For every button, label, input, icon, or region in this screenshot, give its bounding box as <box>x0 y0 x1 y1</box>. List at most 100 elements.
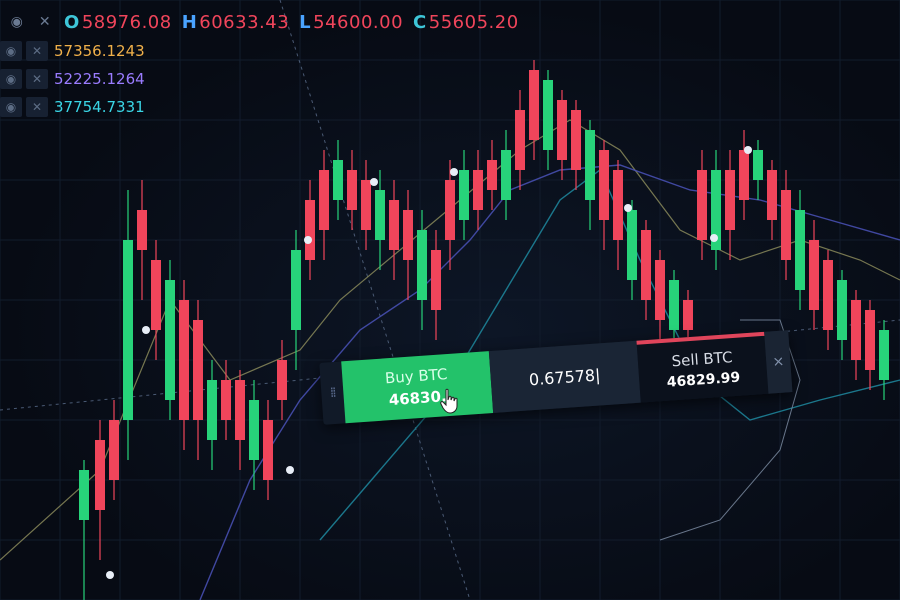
candle-body <box>837 280 847 340</box>
candle-body <box>445 180 455 240</box>
moving-average-line-4 <box>659 319 801 541</box>
indicator-value: 52225.1264 <box>54 70 145 88</box>
candle-body <box>109 420 119 480</box>
indicator-row-2: ◉ ✕ 52225.1264 <box>0 68 145 90</box>
candle-body <box>753 150 763 180</box>
candle-body <box>529 70 539 140</box>
candle-body <box>193 320 203 420</box>
indicator-value: 57356.1243 <box>54 42 145 60</box>
signal-marker <box>142 326 150 334</box>
candle-body <box>375 190 385 240</box>
candle-body <box>515 110 525 170</box>
indicator-value: 37754.7331 <box>54 98 145 116</box>
candle-body <box>767 170 777 220</box>
candle-body <box>403 210 413 260</box>
buy-label: Buy BTC <box>384 365 448 388</box>
candle-body <box>347 170 357 210</box>
candle-body <box>879 330 889 380</box>
sell-button[interactable]: Sell BTC 46829.99 <box>636 331 769 403</box>
candle-body <box>151 260 161 330</box>
candle-body <box>613 170 623 240</box>
candle-body <box>683 300 693 330</box>
signal-marker <box>304 236 312 244</box>
low-value: 54600.00 <box>313 11 404 33</box>
candle-body <box>599 150 609 220</box>
candle-body <box>781 190 791 260</box>
signal-marker <box>370 178 378 186</box>
candle-body <box>823 260 833 330</box>
candle-body <box>221 380 231 420</box>
close-icon[interactable]: ✕ <box>26 69 48 89</box>
candle-body <box>361 180 371 230</box>
close-panel-icon[interactable]: × <box>764 330 793 394</box>
sell-price: 46829.99 <box>666 369 741 391</box>
candle-body <box>543 80 553 150</box>
candle-body <box>95 440 105 510</box>
open-label: O <box>64 11 80 33</box>
close-label: C <box>413 11 427 33</box>
signal-marker <box>624 204 632 212</box>
eye-icon[interactable]: ◉ <box>10 14 24 30</box>
candle-body <box>725 170 735 230</box>
candle-body <box>795 210 805 290</box>
candle-body <box>207 380 217 440</box>
low-label: L <box>299 11 312 33</box>
candle-body <box>305 200 315 260</box>
candle-body <box>431 250 441 310</box>
candle-body <box>473 170 483 210</box>
candle-body <box>137 210 147 250</box>
candle-body <box>333 160 343 200</box>
candle-body <box>459 170 469 220</box>
buy-button[interactable]: Buy BTC 46830. <box>340 351 493 424</box>
indicator-row-3: ◉ ✕ 37754.7331 <box>0 96 145 118</box>
ohlc-header: ◉ ✕ O 58976.08 H 60633.43 L 54600.00 C 5… <box>8 8 519 36</box>
indicator-row-1: ◉ ✕ 57356.1243 <box>0 40 145 62</box>
candle-body <box>123 240 133 420</box>
candle-body <box>557 100 567 160</box>
candle-body <box>585 130 595 200</box>
close-icon[interactable]: ✕ <box>38 14 52 30</box>
candle-body <box>641 230 651 300</box>
ohlc-low: L 54600.00 <box>299 12 403 33</box>
close-value: 55605.20 <box>428 11 519 33</box>
candle-body <box>389 200 399 250</box>
close-icon[interactable]: ✕ <box>26 41 48 61</box>
buy-price: 46830. <box>388 387 448 410</box>
candle-body <box>79 470 89 520</box>
quantity-input[interactable]: 0.67578 | <box>488 340 641 413</box>
ohlc-close: C 55605.20 <box>413 12 519 33</box>
candle-body <box>711 170 721 250</box>
candle-body <box>319 170 329 230</box>
candle-body <box>865 310 875 370</box>
candle-body <box>263 420 273 480</box>
candle-body <box>655 260 665 320</box>
candle-body <box>165 280 175 400</box>
signal-marker <box>744 146 752 154</box>
candle-body <box>669 280 679 330</box>
candle-body <box>809 240 819 310</box>
candle-body <box>235 380 245 440</box>
candle-body <box>851 300 861 360</box>
candle-body <box>739 150 749 200</box>
eye-icon[interactable]: ◉ <box>0 69 22 89</box>
candle-body <box>417 230 427 300</box>
ohlc-open: O 58976.08 <box>64 12 172 33</box>
open-value: 58976.08 <box>81 11 172 33</box>
high-value: 60633.43 <box>199 11 290 33</box>
signal-marker <box>710 234 718 242</box>
candle-body <box>277 360 287 400</box>
eye-icon[interactable]: ◉ <box>0 97 22 117</box>
candle-body <box>249 400 259 460</box>
high-label: H <box>181 11 198 33</box>
signal-marker <box>286 466 294 474</box>
hand-cursor-icon <box>440 388 458 414</box>
ohlc-high: H 60633.43 <box>182 12 289 33</box>
candle-body <box>571 110 581 170</box>
sell-label: Sell BTC <box>671 348 734 371</box>
eye-icon[interactable]: ◉ <box>0 41 22 61</box>
close-icon[interactable]: ✕ <box>26 97 48 117</box>
signal-marker <box>450 168 458 176</box>
candle-body <box>179 300 189 420</box>
